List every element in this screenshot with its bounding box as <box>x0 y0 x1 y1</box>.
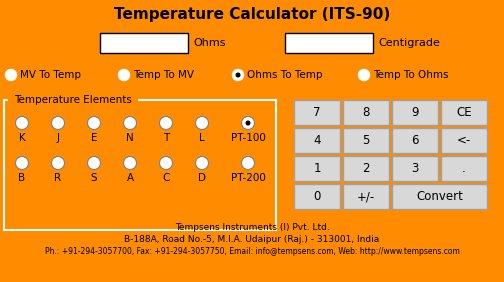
Circle shape <box>88 157 100 169</box>
Text: B-188A, Road No.-5, M.I.A. Udaipur (Raj.) - 313001, India: B-188A, Road No.-5, M.I.A. Udaipur (Raj.… <box>124 235 380 244</box>
Text: Temp To Ohms: Temp To Ohms <box>373 70 449 80</box>
Circle shape <box>235 72 240 78</box>
Text: Ohms: Ohms <box>193 38 225 48</box>
FancyBboxPatch shape <box>392 100 438 125</box>
Circle shape <box>16 157 29 169</box>
FancyBboxPatch shape <box>343 184 389 209</box>
Circle shape <box>118 69 130 80</box>
Text: 0: 0 <box>313 190 321 203</box>
FancyBboxPatch shape <box>343 128 389 153</box>
FancyBboxPatch shape <box>294 100 340 125</box>
FancyBboxPatch shape <box>441 128 487 153</box>
Text: +/-: +/- <box>357 190 375 203</box>
FancyBboxPatch shape <box>294 156 340 181</box>
Text: Tempsens Instruments (I) Pvt. Ltd.: Tempsens Instruments (I) Pvt. Ltd. <box>174 224 330 232</box>
Text: R: R <box>54 173 61 183</box>
Circle shape <box>241 116 255 129</box>
Text: 8: 8 <box>362 106 370 119</box>
Text: Ph.: +91-294-3057700, Fax: +91-294-3057750, Email: info@tempsens.com, Web: http:: Ph.: +91-294-3057700, Fax: +91-294-30577… <box>44 248 460 257</box>
Circle shape <box>241 157 255 169</box>
Circle shape <box>123 116 137 129</box>
Circle shape <box>51 116 65 129</box>
Text: 6: 6 <box>411 134 419 147</box>
Text: Convert: Convert <box>416 190 463 203</box>
Text: T: T <box>163 133 169 143</box>
FancyBboxPatch shape <box>343 100 389 125</box>
Circle shape <box>16 116 29 129</box>
Circle shape <box>88 116 100 129</box>
Text: K: K <box>19 133 25 143</box>
Text: Temp To MV: Temp To MV <box>133 70 194 80</box>
Circle shape <box>159 116 172 129</box>
Text: .: . <box>462 162 466 175</box>
Circle shape <box>159 157 172 169</box>
Text: PT-200: PT-200 <box>230 173 266 183</box>
FancyBboxPatch shape <box>392 156 438 181</box>
Circle shape <box>196 116 209 129</box>
Text: Centigrade: Centigrade <box>378 38 440 48</box>
FancyBboxPatch shape <box>294 184 340 209</box>
Circle shape <box>6 69 17 80</box>
FancyBboxPatch shape <box>441 100 487 125</box>
FancyBboxPatch shape <box>392 184 487 209</box>
FancyBboxPatch shape <box>100 33 188 53</box>
Text: Temperature Calculator (ITS-90): Temperature Calculator (ITS-90) <box>114 8 390 23</box>
Text: 9: 9 <box>411 106 419 119</box>
Circle shape <box>123 157 137 169</box>
FancyBboxPatch shape <box>392 128 438 153</box>
Text: 5: 5 <box>362 134 370 147</box>
Text: J: J <box>56 133 59 143</box>
Text: N: N <box>126 133 134 143</box>
Text: 7: 7 <box>313 106 321 119</box>
FancyBboxPatch shape <box>343 156 389 181</box>
FancyBboxPatch shape <box>294 128 340 153</box>
Circle shape <box>196 157 209 169</box>
Circle shape <box>232 69 243 80</box>
Text: PT-100: PT-100 <box>230 133 266 143</box>
Text: L: L <box>199 133 205 143</box>
Circle shape <box>245 120 250 125</box>
Text: Temperature Elements: Temperature Elements <box>14 95 132 105</box>
Text: <-: <- <box>457 134 471 147</box>
Text: Ohms To Temp: Ohms To Temp <box>247 70 323 80</box>
Text: 2: 2 <box>362 162 370 175</box>
Text: A: A <box>127 173 134 183</box>
Text: CE: CE <box>456 106 472 119</box>
Text: B: B <box>19 173 26 183</box>
Text: E: E <box>91 133 97 143</box>
FancyBboxPatch shape <box>285 33 373 53</box>
Text: 1: 1 <box>313 162 321 175</box>
Text: D: D <box>198 173 206 183</box>
Circle shape <box>51 157 65 169</box>
FancyBboxPatch shape <box>441 156 487 181</box>
Text: MV To Temp: MV To Temp <box>20 70 81 80</box>
Text: 4: 4 <box>313 134 321 147</box>
Text: 3: 3 <box>411 162 419 175</box>
Text: S: S <box>91 173 97 183</box>
Circle shape <box>358 69 369 80</box>
Text: C: C <box>162 173 170 183</box>
FancyBboxPatch shape <box>4 100 276 230</box>
